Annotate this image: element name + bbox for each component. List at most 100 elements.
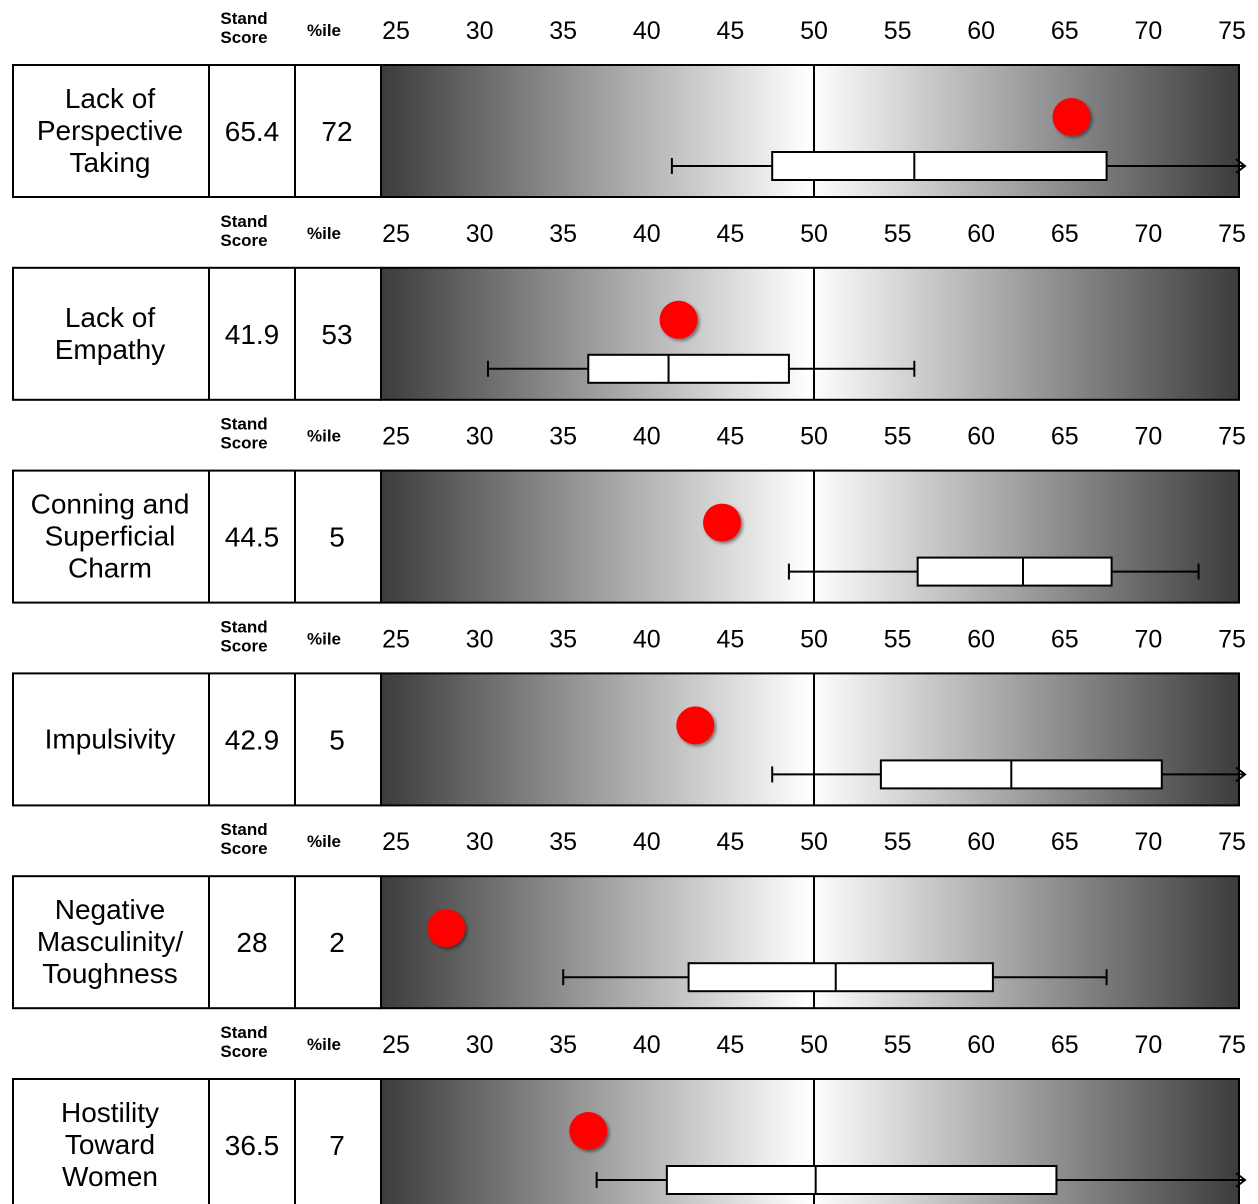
tick-label: 75 (1218, 828, 1246, 856)
tick-label: 70 (1134, 220, 1162, 248)
stand-score-value: 28 (236, 927, 267, 958)
iqr-box (587, 353, 790, 384)
tick-label: 65 (1051, 1031, 1079, 1059)
scale-name: Negative (55, 894, 166, 925)
tick-label: 45 (716, 220, 744, 248)
tick-label: 35 (549, 423, 577, 451)
tick-label: 70 (1134, 423, 1162, 451)
tick-label: 60 (967, 828, 995, 856)
header-percentile-label: %ile (307, 1035, 341, 1054)
scale-name: Conning and (31, 489, 190, 520)
tick-label: 55 (884, 828, 912, 856)
scale-name: Toughness (42, 958, 177, 989)
iqr-box (879, 759, 1163, 790)
label-cell-frame (12, 1078, 382, 1204)
tick-label: 55 (884, 1031, 912, 1059)
tick-label: 35 (549, 17, 577, 45)
whisker-arrow (1235, 158, 1247, 174)
label-cell-frame (12, 875, 382, 1010)
iqr-box (665, 1165, 1058, 1195)
tick-label: 55 (884, 220, 912, 248)
header-stand-label: Stand (220, 617, 267, 636)
stand-score-value: 42.9 (225, 724, 280, 755)
tick-label: 75 (1218, 17, 1246, 45)
tick-label: 50 (800, 1031, 828, 1059)
tick-label: 75 (1218, 625, 1246, 653)
score-marker (569, 1112, 608, 1150)
iqr-box (687, 962, 994, 993)
tick-label: 45 (716, 1031, 744, 1059)
tick-label: 60 (967, 625, 995, 653)
scale-name: Hostility (61, 1097, 159, 1128)
tick-label: 40 (633, 828, 661, 856)
tick-label: 30 (466, 423, 494, 451)
scale-name: Lack of (65, 302, 155, 333)
tick-label: 25 (382, 17, 410, 45)
tick-label: 30 (466, 1031, 494, 1059)
tick-label: 35 (549, 828, 577, 856)
scale-name: Impulsivity (45, 723, 176, 754)
tick-label: 65 (1051, 220, 1079, 248)
tick-label: 40 (633, 625, 661, 653)
scale-name: Masculinity/ (37, 926, 183, 957)
tick-label: 50 (800, 625, 828, 653)
tick-label: 75 (1218, 1031, 1246, 1059)
header-score-label: Score (220, 1042, 267, 1061)
scale-name: Women (62, 1161, 158, 1192)
tick-label: 45 (716, 17, 744, 45)
scale-name: Superficial (45, 521, 176, 552)
header-stand-label: Stand (220, 212, 267, 231)
tick-label: 75 (1218, 220, 1246, 248)
header-percentile-label: %ile (307, 629, 341, 648)
tick-label: 40 (633, 423, 661, 451)
whisker-arrow (1235, 766, 1247, 783)
header-stand-label: Stand (220, 415, 267, 434)
tick-label: 40 (633, 220, 661, 248)
whisker-arrow (1235, 1172, 1247, 1188)
header-score-label: Score (220, 636, 267, 655)
tick-label: 35 (549, 625, 577, 653)
tick-label: 40 (633, 1031, 661, 1059)
tick-label: 65 (1051, 828, 1079, 856)
tick-label: 25 (382, 1031, 410, 1059)
tick-label: 65 (1051, 625, 1079, 653)
header-percentile-label: %ile (307, 21, 341, 40)
percentile-value: 5 (329, 724, 345, 755)
score-band (380, 266, 1240, 401)
header-score-label: Score (220, 839, 267, 858)
score-marker (427, 909, 466, 948)
header-stand-label: Stand (220, 820, 267, 839)
header-percentile-label: %ile (307, 224, 341, 243)
stand-score-value: 41.9 (225, 319, 280, 350)
tick-label: 35 (549, 220, 577, 248)
tick-label: 25 (382, 828, 410, 856)
tick-label: 75 (1218, 423, 1246, 451)
percentile-value: 2 (329, 927, 345, 958)
tick-label: 25 (382, 220, 410, 248)
stand-score-value: 44.5 (225, 522, 280, 553)
score-marker (676, 706, 715, 745)
tick-label: 50 (800, 220, 828, 248)
tick-label: 60 (967, 17, 995, 45)
percentile-value: 5 (329, 522, 345, 553)
percentile-value: 72 (321, 116, 352, 147)
tick-label: 50 (800, 17, 828, 45)
label-cell-frame (12, 266, 382, 401)
tick-label: 45 (716, 828, 744, 856)
header-percentile-label: %ile (307, 427, 341, 446)
label-cell-frame (12, 64, 382, 198)
header-stand-label: Stand (220, 1023, 267, 1042)
scale-name: Toward (65, 1129, 155, 1160)
iqr-box (916, 556, 1113, 587)
tick-label: 30 (466, 625, 494, 653)
stand-score-value: 36.5 (225, 1130, 280, 1161)
scale-name: Lack of (65, 83, 155, 114)
percentile-value: 53 (321, 319, 352, 350)
score-marker (1052, 98, 1091, 136)
scale-name: Taking (70, 147, 151, 178)
